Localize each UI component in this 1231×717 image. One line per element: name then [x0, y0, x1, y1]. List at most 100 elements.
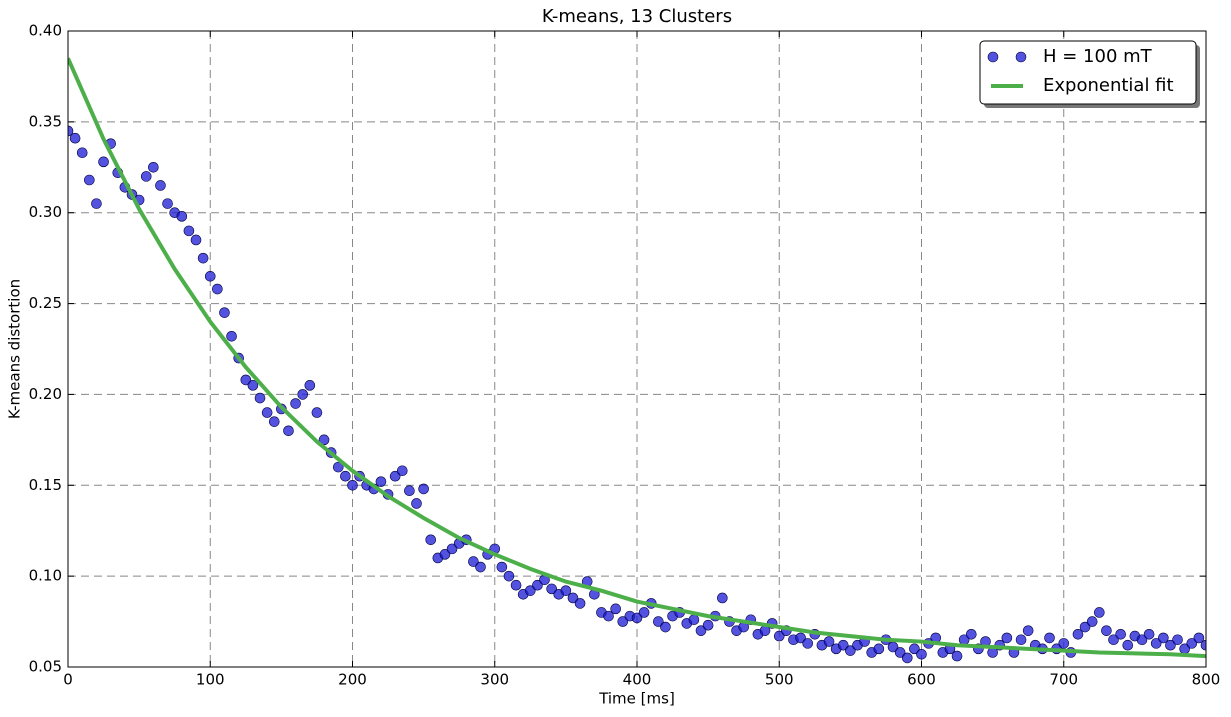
scatter-point	[717, 592, 728, 604]
scatter-point	[98, 156, 109, 168]
legend-marker	[1015, 51, 1027, 63]
scatter-point	[290, 398, 301, 409]
scatter-point	[183, 225, 195, 237]
scatter-point	[411, 498, 422, 509]
x-tick-label: 400	[623, 671, 652, 689]
legend-label: Exponential fit	[1043, 75, 1174, 96]
scatter-point	[226, 330, 237, 342]
scatter-point	[247, 380, 259, 391]
scatter-point	[340, 470, 351, 482]
scatter-point	[254, 392, 266, 404]
scatter-point	[1094, 607, 1105, 618]
y-tick-label: 0.30	[29, 203, 62, 221]
scatter-point	[1072, 628, 1084, 640]
scatter-point	[468, 556, 479, 567]
scatter-point	[496, 561, 508, 573]
scatter-point	[219, 307, 230, 318]
scatter-point	[1136, 634, 1148, 646]
x-tick-label: 0	[63, 671, 73, 689]
scatter-point	[1022, 625, 1034, 636]
y-tick-label: 0.15	[29, 476, 62, 494]
x-tick-label: 600	[907, 671, 936, 689]
scatter-point	[1172, 634, 1183, 646]
scatter-point	[695, 625, 707, 636]
scatter-point	[638, 607, 650, 618]
scatter-point	[603, 610, 614, 622]
scatter-point	[901, 652, 913, 664]
scatter-point	[297, 389, 309, 400]
scatter-point	[396, 465, 408, 477]
scatter-point	[1200, 639, 1206, 651]
scatter-point	[425, 534, 437, 546]
scatter-point	[475, 561, 486, 573]
scatter-point	[84, 174, 95, 186]
plot-frame	[67, 30, 1207, 668]
scatter-point	[439, 549, 451, 560]
scatter-point	[1150, 638, 1162, 649]
y-tick-label: 0.10	[29, 567, 62, 585]
scatter-point	[1108, 634, 1119, 646]
scatter-point	[688, 614, 700, 626]
scatter-point	[1122, 639, 1134, 651]
legend-box	[979, 40, 1197, 105]
scatter-point	[176, 211, 188, 222]
y-tick-label: 0.25	[29, 294, 62, 312]
fit-line	[68, 57, 1206, 659]
scatter-point	[197, 252, 209, 264]
y-tick-label: 0.40	[29, 22, 62, 40]
scatter-point	[823, 636, 835, 647]
scatter-point	[190, 234, 202, 246]
y-tick-label: 0.20	[29, 385, 62, 403]
scatter-point	[68, 125, 74, 137]
scatter-point	[140, 171, 152, 182]
scatter-point	[532, 579, 543, 591]
scatter-point	[610, 603, 621, 615]
legend-label: H = 100 mT	[1043, 46, 1153, 67]
scatter-point	[525, 585, 536, 596]
scatter-point	[318, 434, 330, 446]
scatter-point	[1079, 621, 1091, 633]
scatter-point	[574, 598, 586, 609]
y-tick-label: 0.05	[29, 658, 62, 676]
scatter-point	[1058, 638, 1070, 649]
scatter-point	[418, 483, 429, 495]
scatter-point	[546, 583, 557, 595]
scatter-point	[304, 380, 316, 391]
y-axis-label: K-means distortion	[6, 279, 24, 419]
x-tick-label: 100	[196, 671, 225, 689]
scatter-point	[510, 579, 522, 591]
scatter-point	[1158, 632, 1169, 644]
scatter-point	[446, 543, 458, 555]
scatter-point	[162, 198, 173, 209]
scatter-point	[1165, 639, 1176, 651]
chart-title: K-means, 13 Clusters	[542, 6, 732, 27]
scatter-point	[240, 374, 252, 386]
scatter-point	[965, 628, 977, 640]
scatter-point	[1086, 616, 1098, 627]
scatter-point	[894, 647, 906, 658]
scatter-point	[909, 643, 920, 655]
scatter-point	[268, 416, 280, 427]
scatter-point	[1044, 632, 1055, 644]
scatter-point	[332, 461, 344, 473]
scatter-point	[837, 639, 849, 651]
scatter-point	[1101, 625, 1112, 636]
scatter-point	[404, 485, 415, 497]
scatter-point	[631, 612, 643, 624]
x-tick-label: 300	[480, 671, 509, 689]
scatter-point	[283, 425, 294, 437]
scatter-point	[155, 180, 166, 191]
scatter-point	[375, 476, 387, 487]
scatter-point	[951, 650, 963, 662]
scatter-point	[873, 643, 885, 655]
scatter-point	[1186, 638, 1198, 649]
scatter-point	[261, 407, 273, 418]
scatter-point	[91, 198, 102, 209]
x-tick-label: 800	[1192, 671, 1221, 689]
scatter-point	[660, 621, 671, 633]
scatter-point	[389, 470, 401, 482]
scatter-point	[617, 616, 629, 627]
scatter-point	[311, 407, 323, 418]
plot-area	[68, 57, 1206, 664]
